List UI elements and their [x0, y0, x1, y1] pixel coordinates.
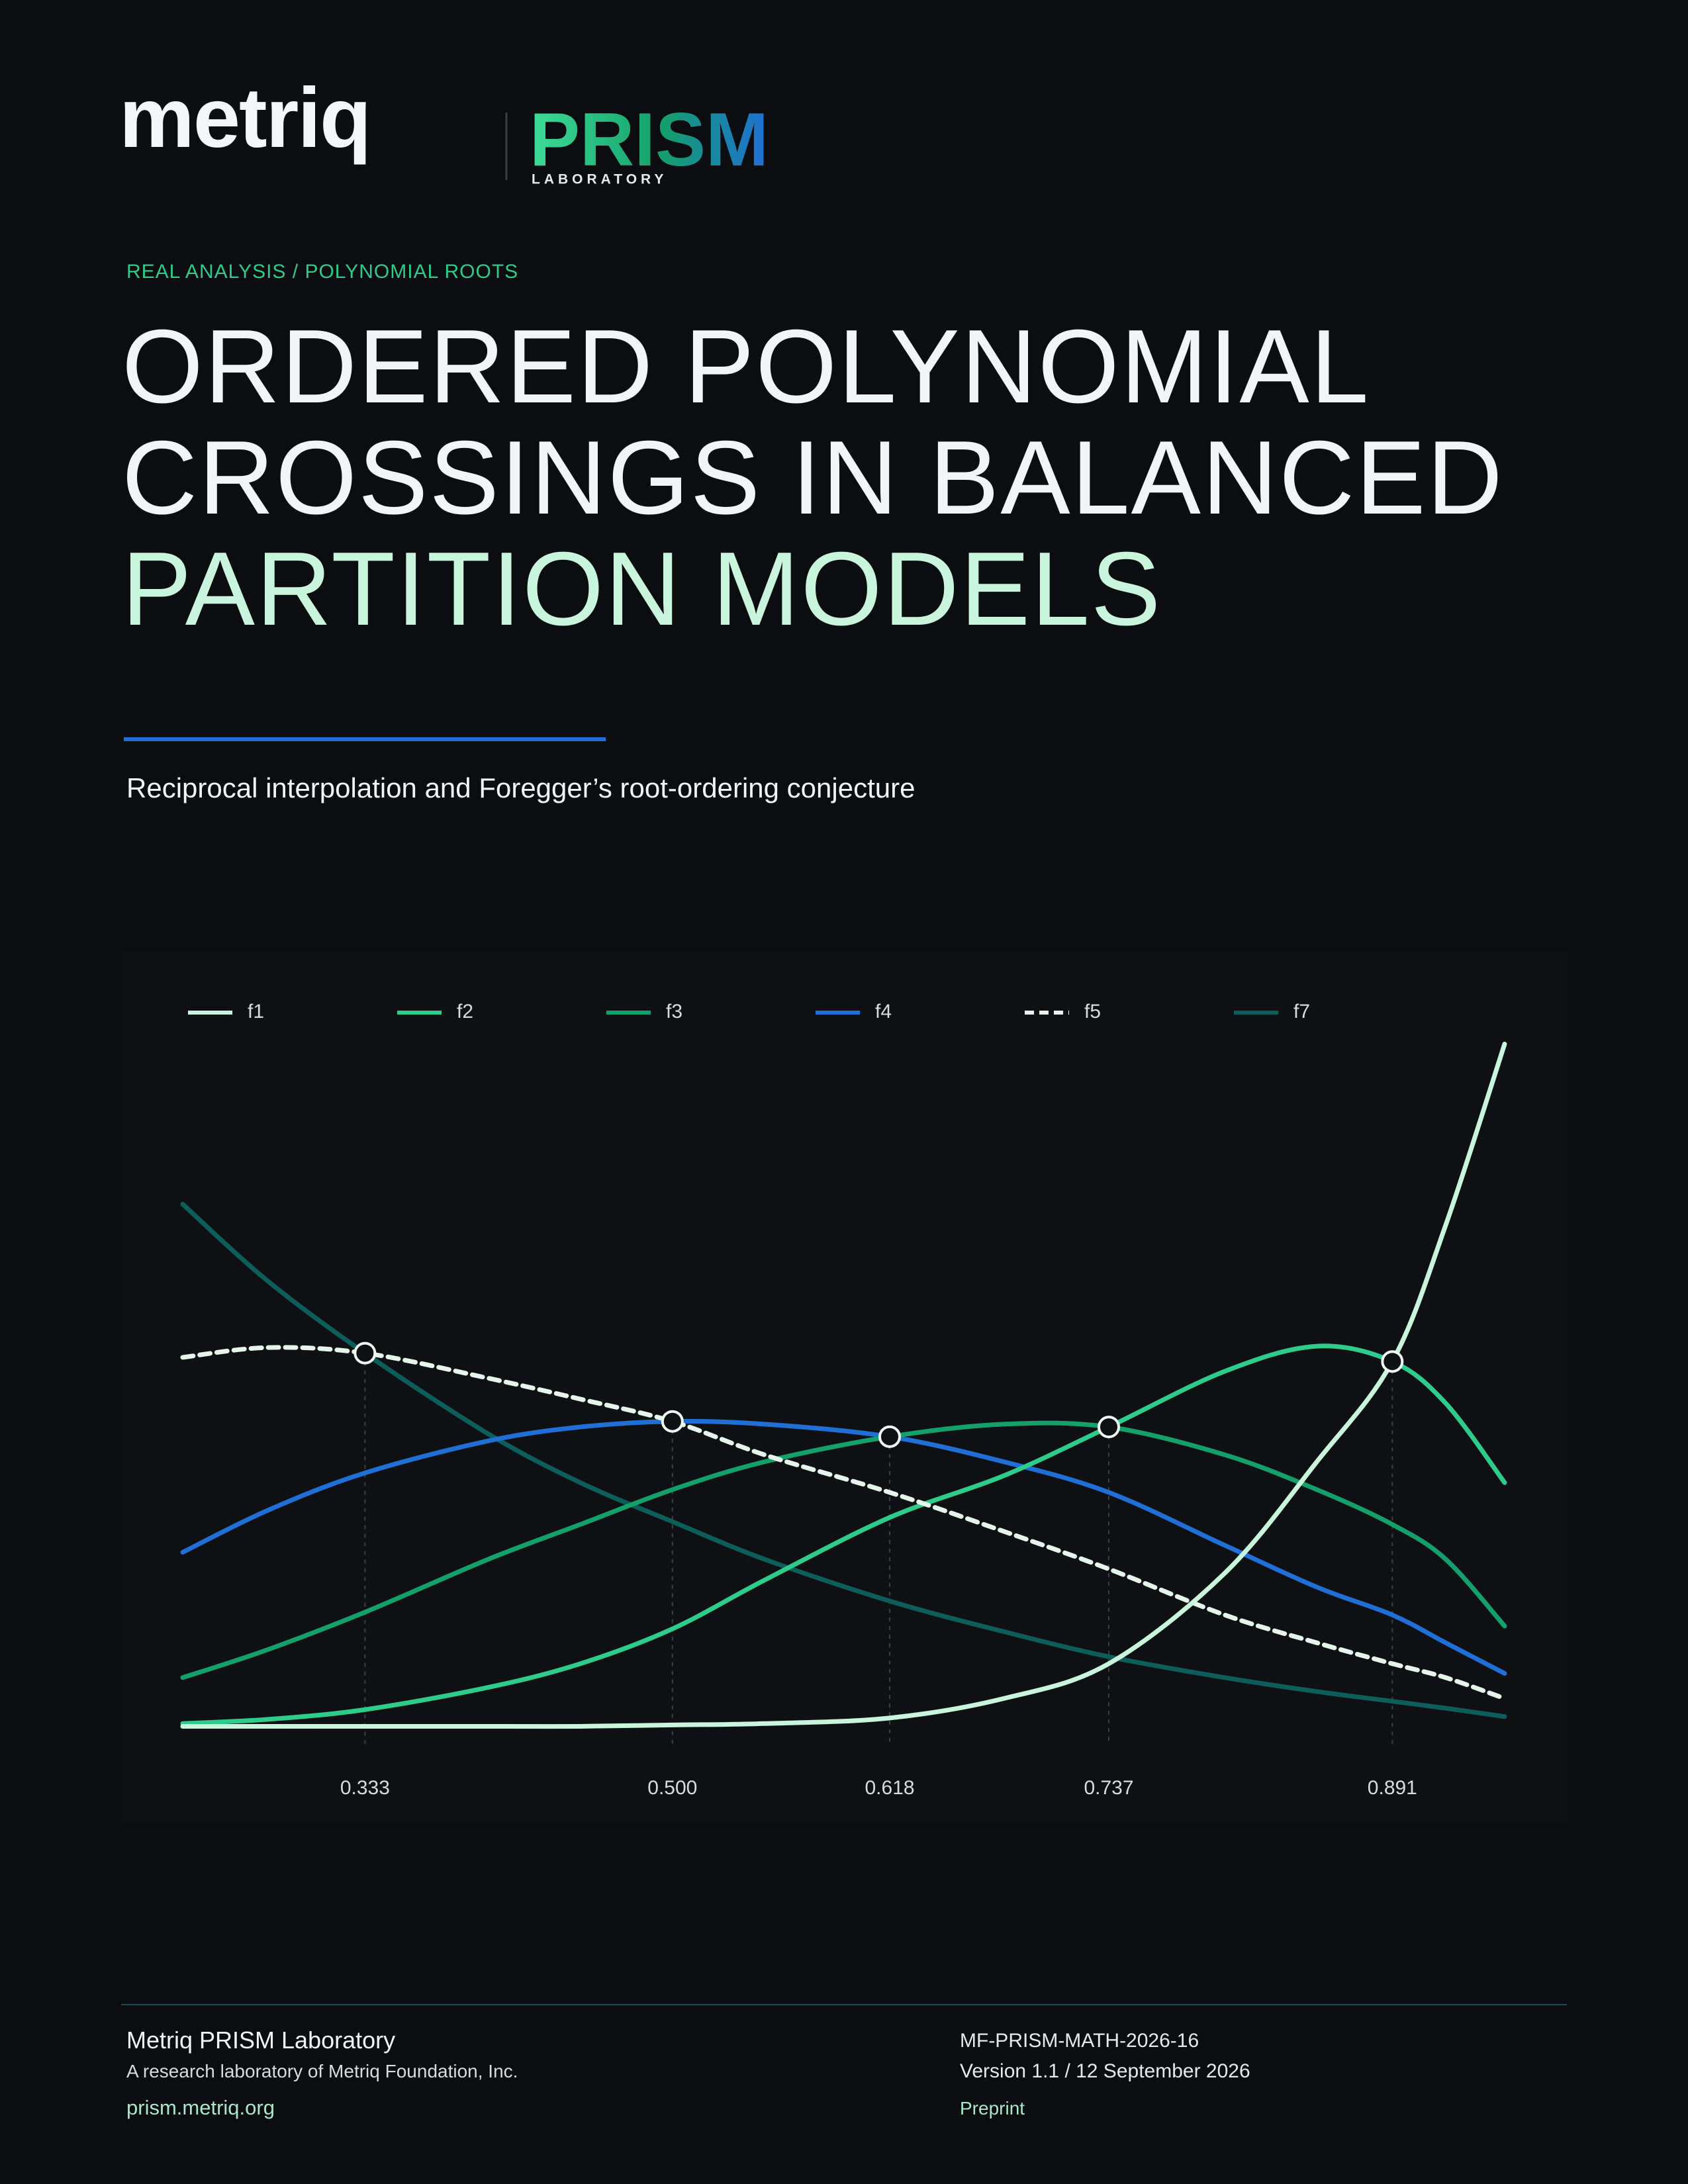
title-line: CROSSINGS IN BALANCED: [122, 420, 1504, 536]
crossing-marker: [1381, 1350, 1404, 1373]
footer-doc-id: MF-PRISM-MATH-2026-16: [960, 2030, 1199, 2052]
brand: metriq: [119, 71, 370, 165]
x-tick-label: 0.333: [340, 1777, 390, 1799]
crossing-marker: [661, 1410, 684, 1433]
legend-label: f4: [875, 1001, 892, 1023]
legend-label: f2: [457, 1001, 473, 1023]
accent-rule: [124, 737, 606, 741]
series-line: [180, 1201, 1507, 1719]
crossing-marker: [878, 1425, 902, 1448]
legend-label: f7: [1293, 1001, 1310, 1023]
x-tick-label: 0.618: [865, 1777, 914, 1799]
series-line: [180, 1345, 1507, 1701]
logo: metriq PRISM LABORATORY: [119, 71, 769, 187]
x-tick-label: 0.737: [1084, 1777, 1133, 1799]
subtitle: Reciprocal interpolation and Foregger’s …: [126, 772, 915, 803]
series-line: [180, 1343, 1507, 1726]
footer-url: prism.metriq.org: [126, 2096, 275, 2119]
footer-status: Preprint: [960, 2098, 1025, 2118]
footer-org: Metriq PRISM Laboratory: [126, 2026, 396, 2054]
footer-rule: [121, 2004, 1567, 2005]
title-line: ORDERED POLYNOMIAL: [122, 308, 1370, 425]
crossing-marker: [353, 1342, 377, 1365]
legend-label: f5: [1084, 1001, 1101, 1023]
chart-panel: [122, 951, 1567, 1824]
footer-org-sub: A research laboratory of Metriq Foundati…: [126, 2061, 518, 2081]
lab-name: PRISM: [530, 98, 769, 182]
footer-version: Version 1.1 / 12 September 2026: [960, 2060, 1250, 2082]
x-tick-label: 0.500: [647, 1777, 697, 1799]
legend-label: f1: [248, 1001, 264, 1023]
title-line: PARTITION MODELS: [122, 531, 1162, 647]
series-line: [180, 1420, 1507, 1680]
crossing-marker: [1098, 1416, 1121, 1439]
chart: f1 f2 f3 f4 f5 f7 0.333 0.500 0.618 0.737 0.891: [122, 951, 1567, 1824]
kicker: REAL ANALYSIS / POLYNOMIAL ROOTS: [126, 261, 519, 283]
legend-label: f3: [666, 1001, 682, 1023]
x-tick-label: 0.891: [1368, 1777, 1417, 1799]
lab-sub: LABORATORY: [532, 172, 667, 187]
